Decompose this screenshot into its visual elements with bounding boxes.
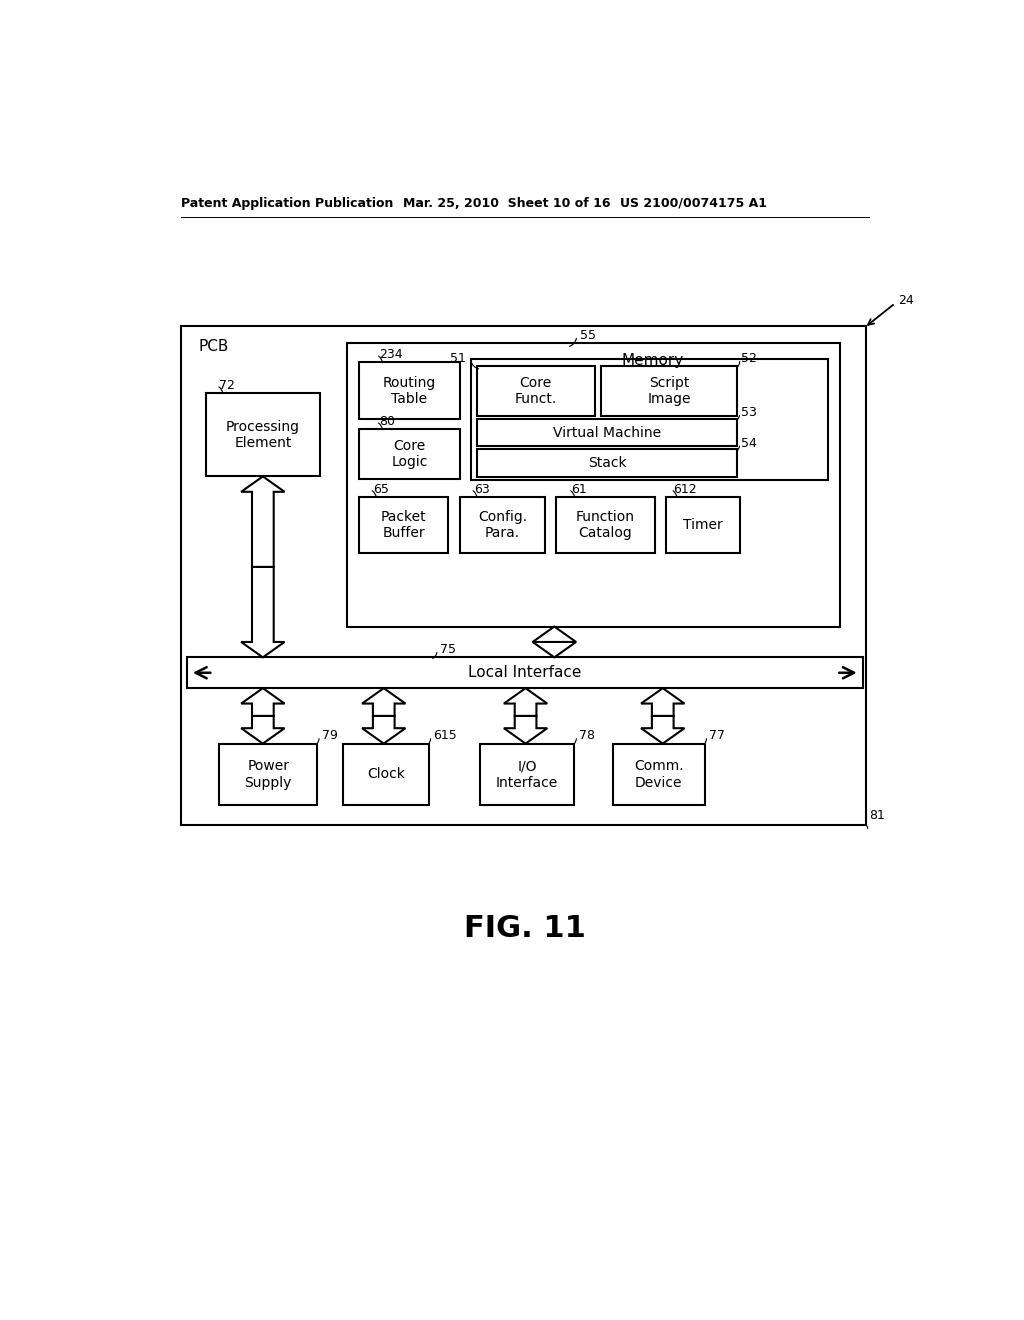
Text: Comm.
Device: Comm. Device bbox=[634, 759, 684, 789]
Text: Local Interface: Local Interface bbox=[468, 665, 582, 680]
Text: Core
Logic: Core Logic bbox=[391, 440, 427, 469]
Bar bbox=[180, 326, 866, 825]
Bar bbox=[477, 418, 737, 446]
Bar bbox=[601, 367, 737, 416]
Bar bbox=[471, 359, 827, 480]
Text: Memory: Memory bbox=[622, 352, 684, 368]
Bar bbox=[480, 743, 574, 805]
Bar bbox=[359, 429, 460, 479]
Polygon shape bbox=[362, 715, 406, 743]
Text: Patent Application Publication: Patent Application Publication bbox=[180, 197, 393, 210]
Text: 615: 615 bbox=[433, 730, 457, 742]
Text: 78: 78 bbox=[579, 730, 595, 742]
Bar bbox=[666, 498, 740, 553]
Text: Config.
Para.: Config. Para. bbox=[478, 510, 527, 540]
Bar bbox=[347, 343, 841, 627]
Polygon shape bbox=[641, 688, 684, 715]
Text: 65: 65 bbox=[373, 483, 389, 496]
Bar bbox=[359, 498, 449, 553]
Polygon shape bbox=[241, 477, 285, 566]
Text: 79: 79 bbox=[322, 730, 338, 742]
Text: 80: 80 bbox=[379, 416, 395, 428]
Bar bbox=[343, 743, 429, 805]
Polygon shape bbox=[641, 715, 684, 743]
Polygon shape bbox=[504, 688, 547, 715]
Text: Core
Funct.: Core Funct. bbox=[514, 376, 557, 407]
Text: 81: 81 bbox=[869, 809, 885, 822]
Bar bbox=[359, 363, 460, 420]
Text: FIG. 11: FIG. 11 bbox=[464, 913, 586, 942]
Text: 51: 51 bbox=[450, 352, 466, 366]
Polygon shape bbox=[532, 627, 577, 642]
Text: 61: 61 bbox=[571, 483, 587, 496]
Polygon shape bbox=[362, 688, 406, 715]
Text: Function
Catalog: Function Catalog bbox=[575, 510, 635, 540]
Bar bbox=[556, 498, 655, 553]
Text: Script
Image: Script Image bbox=[647, 376, 691, 407]
Polygon shape bbox=[241, 715, 285, 743]
Bar bbox=[613, 743, 705, 805]
Bar bbox=[477, 367, 595, 416]
Text: PCB: PCB bbox=[198, 339, 228, 354]
Text: Virtual Machine: Virtual Machine bbox=[553, 425, 662, 440]
Bar bbox=[477, 449, 737, 478]
Text: 72: 72 bbox=[219, 379, 236, 392]
Text: Timer: Timer bbox=[683, 517, 723, 532]
Text: 55: 55 bbox=[580, 329, 596, 342]
Text: I/O
Interface: I/O Interface bbox=[496, 759, 558, 789]
Bar bbox=[219, 743, 317, 805]
Text: Routing
Table: Routing Table bbox=[383, 376, 436, 407]
Polygon shape bbox=[504, 715, 547, 743]
Text: Clock: Clock bbox=[368, 767, 406, 781]
Text: Processing
Element: Processing Element bbox=[226, 420, 300, 450]
Polygon shape bbox=[241, 688, 285, 715]
Bar bbox=[187, 657, 862, 688]
Text: 77: 77 bbox=[710, 730, 725, 742]
Polygon shape bbox=[532, 642, 577, 657]
Text: 52: 52 bbox=[741, 352, 757, 366]
Text: 53: 53 bbox=[741, 407, 757, 418]
Text: 54: 54 bbox=[741, 437, 757, 450]
Text: 234: 234 bbox=[379, 348, 402, 362]
Bar bbox=[460, 498, 545, 553]
Bar bbox=[206, 393, 321, 477]
Text: 63: 63 bbox=[474, 483, 489, 496]
Text: Packet
Buffer: Packet Buffer bbox=[381, 510, 426, 540]
Text: Mar. 25, 2010  Sheet 10 of 16: Mar. 25, 2010 Sheet 10 of 16 bbox=[403, 197, 610, 210]
Text: Stack: Stack bbox=[588, 457, 627, 470]
Text: 612: 612 bbox=[674, 483, 697, 496]
Text: 24: 24 bbox=[898, 293, 914, 306]
Text: 75: 75 bbox=[440, 643, 456, 656]
Polygon shape bbox=[241, 566, 285, 657]
Text: US 2100/0074175 A1: US 2100/0074175 A1 bbox=[621, 197, 767, 210]
Text: Power
Supply: Power Supply bbox=[245, 759, 292, 789]
